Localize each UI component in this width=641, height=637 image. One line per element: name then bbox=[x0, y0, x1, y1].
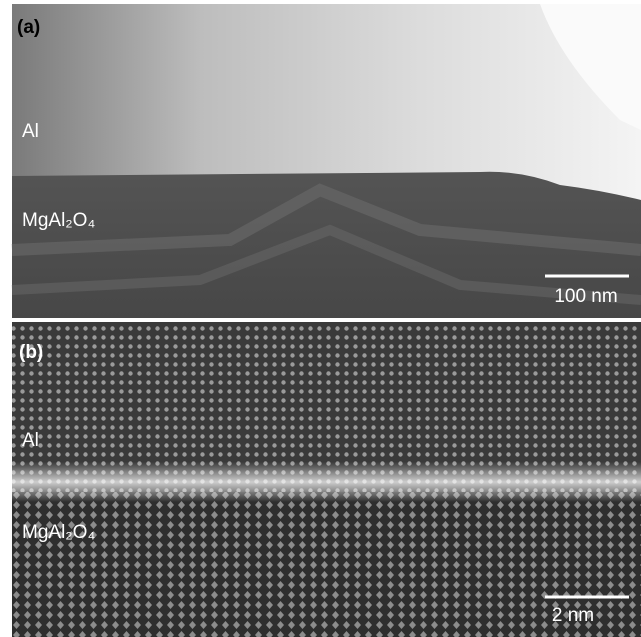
panel-label: (a) bbox=[17, 17, 40, 38]
panel-label: (b) bbox=[19, 342, 43, 363]
panel-b: (b) Al MgAl₂O₄ 2 nm bbox=[12, 322, 641, 637]
layer-label: MgAl₂O₄ bbox=[22, 210, 95, 231]
interface bbox=[12, 462, 641, 502]
layer-label: Al bbox=[22, 430, 39, 451]
scale-label: 100 nm bbox=[554, 286, 617, 307]
layer-label: MgAl₂O₄ bbox=[22, 522, 95, 543]
scale-label: 2 nm bbox=[552, 605, 594, 626]
al-grain bbox=[12, 4, 641, 200]
figure: (a) Al MgAl₂O₄ 100 nm (b) Al MgAl₂O₄ 2 n… bbox=[0, 0, 641, 637]
layer-label: Al bbox=[22, 121, 39, 142]
panel-a: (a) Al MgAl₂O₄ 100 nm bbox=[12, 4, 641, 318]
spinel-lattice bbox=[12, 492, 641, 637]
